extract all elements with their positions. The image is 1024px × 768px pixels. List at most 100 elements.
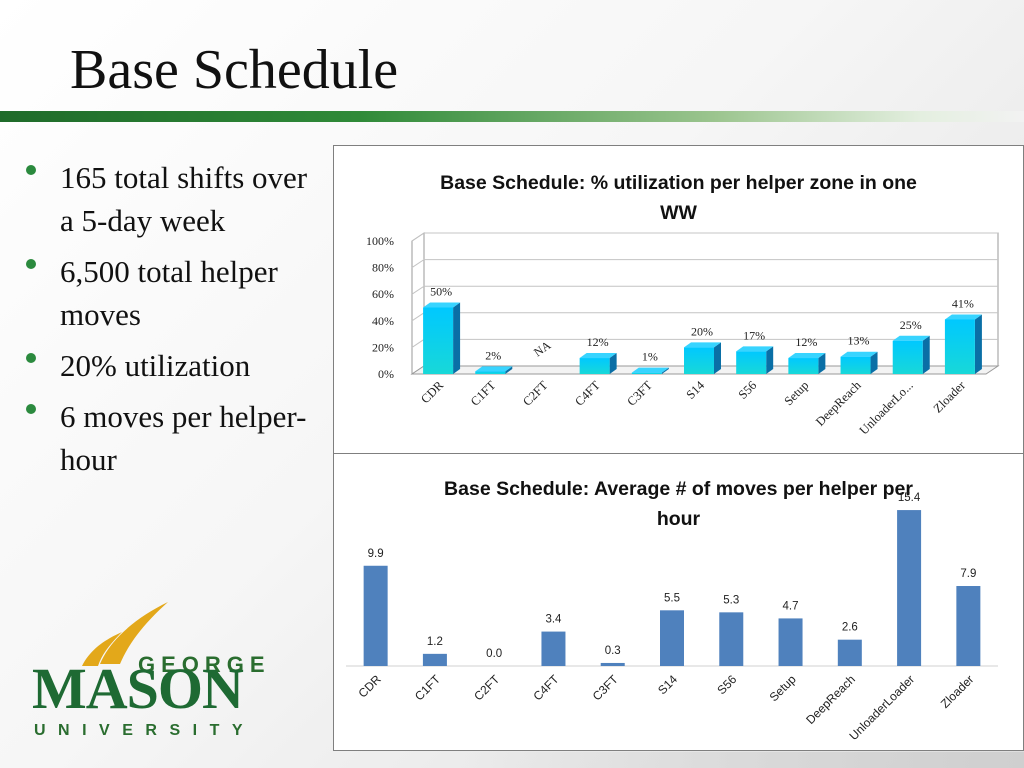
chart1-data-label: 12% xyxy=(587,335,609,349)
chart2-data-label: 0.3 xyxy=(605,645,621,657)
chart1-bar xyxy=(579,358,610,374)
bullet-item: 6,500 total helper moves xyxy=(26,250,326,336)
slide-title: Base Schedule xyxy=(70,39,399,101)
bullet-text: 165 total shifts over a 5-day week xyxy=(60,160,308,238)
chart1-side-wall xyxy=(411,232,425,375)
chart1-title-line: WW xyxy=(660,202,697,224)
chart-divider xyxy=(334,453,1023,454)
chart1-x-tick: C4FT xyxy=(572,378,603,409)
chart1-bar-side xyxy=(661,367,669,374)
chart2-data-label: 7.9 xyxy=(960,568,976,580)
chart1-data-label: 41% xyxy=(952,296,974,310)
chart1-bar-side xyxy=(766,346,774,374)
chart1-gridline xyxy=(411,259,998,269)
chart2-title: Base Schedule: Average # of moves per he… xyxy=(334,474,1023,534)
chart1-data-label: 1% xyxy=(642,350,658,364)
chart1-data-label: 13% xyxy=(848,334,870,348)
chart1-bar-top xyxy=(579,353,617,359)
chart1-bar-side xyxy=(505,366,513,374)
chart1-y-tick: 80% xyxy=(372,261,394,275)
logo-university: UNIVERSITY xyxy=(34,722,256,739)
chart1-data-label: 25% xyxy=(900,318,922,332)
chart1-bar-side xyxy=(453,302,461,374)
chart2-bar xyxy=(778,618,803,666)
chart2-data-label: 5.3 xyxy=(723,594,739,606)
bullet-text: 6,500 total helper moves xyxy=(60,254,278,332)
chart1-x-tick: Zloader xyxy=(931,378,969,416)
chart1-bar xyxy=(944,319,975,374)
chart1-bar-top xyxy=(475,366,513,372)
chart2-data-label: 0.0 xyxy=(486,648,502,660)
bullet-dot-icon xyxy=(26,353,36,363)
logo-flame-icon xyxy=(82,602,168,666)
chart2-bar xyxy=(897,510,922,666)
chart1-bar-side xyxy=(974,314,982,374)
chart1-y-tick: 40% xyxy=(372,314,394,328)
chart1-y-tick: 100% xyxy=(366,234,394,248)
chart2-x-tick: CDR xyxy=(355,672,384,701)
chart2-data-label: 1.2 xyxy=(427,636,443,648)
chart2-bar xyxy=(719,612,744,666)
chart2-data-label: 9.9 xyxy=(368,548,384,560)
chart2-x-tick: Setup xyxy=(767,672,799,704)
chart1-data-label: 20% xyxy=(691,324,713,338)
bullet-text: 20% utilization xyxy=(60,348,251,383)
chart2-x-tick: Zloader xyxy=(938,672,977,711)
chart2-x-tick: C4FT xyxy=(530,672,562,704)
chart2-data-label: 3.4 xyxy=(545,614,562,626)
chart1-x-tick: DeepReach xyxy=(813,378,864,429)
chart1-bar-top xyxy=(944,314,982,320)
chart2-data-label: 5.5 xyxy=(664,592,680,604)
chart2-data-label: 4.7 xyxy=(783,600,799,612)
chart1-title: Base Schedule: % utilization per helper … xyxy=(334,168,1023,228)
chart1-bar-side xyxy=(818,353,826,374)
bullet-dot-icon xyxy=(26,165,36,175)
chart1-data-label: 12% xyxy=(795,335,817,349)
chart1-data-label: NA xyxy=(531,338,554,360)
chart2-bar xyxy=(541,631,566,666)
chart1-bar xyxy=(631,372,662,374)
bottom-shade xyxy=(460,752,1024,768)
chart2-bar xyxy=(363,565,388,666)
chart2-bar xyxy=(837,639,862,666)
gmu-logo: GEORGE MASON UNIVERSITY xyxy=(30,600,265,750)
chart2-title-line: Base Schedule: Average # of moves per he… xyxy=(444,478,913,500)
bullet-text: 6 moves per helper-hour xyxy=(60,399,307,477)
chart1-data-label: 2% xyxy=(485,348,501,362)
chart1-gridline xyxy=(411,285,998,295)
chart1-y-tick: 0% xyxy=(378,367,394,381)
title-rule xyxy=(0,111,1024,122)
chart1-bar-side xyxy=(609,353,617,374)
moves-chart: 9.9 CDR 1.2 C1FT 0.0 C2FT 3.4 C4FT 0.3 C3FT 5.5 S14… xyxy=(346,492,998,743)
chart2-bar xyxy=(600,662,625,666)
chart1-x-tick: UnloaderLo... xyxy=(857,378,916,437)
bullet-item: 165 total shifts over a 5-day week xyxy=(26,156,326,242)
chart1-x-tick: S56 xyxy=(736,378,760,402)
chart1-bar xyxy=(475,371,506,374)
bullet-dot-icon xyxy=(26,259,36,269)
chart1-bar xyxy=(788,358,819,374)
chart2-x-tick: DeepReach xyxy=(803,672,858,727)
chart1-gridline xyxy=(411,232,998,242)
chart1-bar xyxy=(423,307,454,374)
chart1-x-tick: CDR xyxy=(418,378,447,407)
bullet-item: 6 moves per helper-hour xyxy=(26,395,326,481)
chart1-bar xyxy=(892,340,923,374)
chart1-bar xyxy=(684,347,714,374)
chart1-x-tick: Setup xyxy=(781,378,811,408)
chart1-bar xyxy=(840,356,871,374)
logo-mason: MASON xyxy=(32,656,244,721)
chart1-bar-top xyxy=(736,346,774,352)
utilization-chart: 0% 20% 40% 60% 80% 100% 50% CDR 2% C1FT NA C2FT 12% C… xyxy=(366,232,1000,437)
chart1-x-tick: C2FT xyxy=(520,378,551,409)
chart1-bar-side xyxy=(870,351,878,374)
chart1-bar xyxy=(736,351,767,374)
chart2-x-tick: C2FT xyxy=(471,672,503,704)
chart2-data-label: 2.6 xyxy=(842,622,858,634)
logo-george: GEORGE xyxy=(138,652,271,677)
bullet-dot-icon xyxy=(26,404,36,414)
bullet-list: 165 total shifts over a 5-day week 6,500… xyxy=(26,156,326,489)
bullet-item: 20% utilization xyxy=(26,344,326,387)
chart-panel: Base Schedule: % utilization per helper … xyxy=(333,145,1024,751)
chart2-bar xyxy=(660,610,684,666)
